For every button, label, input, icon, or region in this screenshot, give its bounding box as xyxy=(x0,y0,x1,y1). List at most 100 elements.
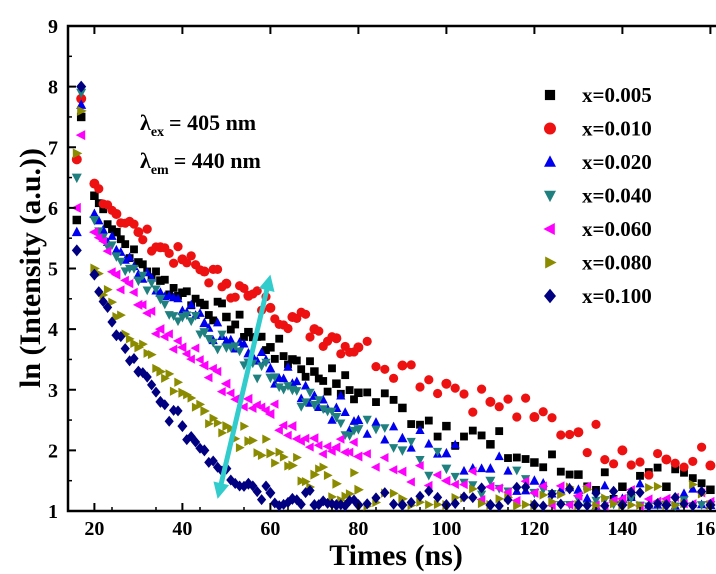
arrow-head-top xyxy=(258,274,275,292)
data-point xyxy=(626,460,636,470)
data-point xyxy=(227,424,236,434)
data-point xyxy=(164,248,174,258)
data-point xyxy=(591,496,601,506)
data-point xyxy=(182,258,192,268)
data-point xyxy=(72,215,82,225)
data-point xyxy=(186,299,196,309)
data-point xyxy=(71,202,81,213)
data-point xyxy=(352,451,363,462)
data-point xyxy=(160,399,170,411)
data-point xyxy=(274,500,284,511)
data-point xyxy=(308,433,319,444)
data-point xyxy=(108,297,118,307)
data-point xyxy=(643,494,653,504)
data-point xyxy=(260,405,270,415)
data-point xyxy=(142,371,152,383)
data-point xyxy=(340,447,349,457)
data-point xyxy=(484,481,495,492)
legend-label: x=0.080 xyxy=(582,251,652,275)
x-tick-label: 100 xyxy=(431,518,461,540)
data-point xyxy=(389,498,399,510)
data-point xyxy=(450,383,460,393)
data-point xyxy=(468,481,478,491)
data-point xyxy=(380,434,390,444)
data-point xyxy=(653,481,663,492)
data-point xyxy=(450,439,460,449)
data-point xyxy=(278,420,288,430)
data-point xyxy=(600,480,610,490)
data-point xyxy=(314,374,323,383)
data-point xyxy=(644,470,654,480)
data-point xyxy=(424,471,434,481)
data-point xyxy=(88,227,99,238)
data-point xyxy=(205,419,214,429)
data-point xyxy=(283,361,293,371)
data-point xyxy=(547,488,557,500)
data-point xyxy=(323,470,333,480)
data-point xyxy=(349,494,359,506)
arrow-head-bottom xyxy=(213,481,230,499)
data-point xyxy=(591,487,601,499)
data-point xyxy=(362,429,372,438)
data-point xyxy=(547,413,557,423)
data-point xyxy=(689,479,698,490)
data-point xyxy=(186,354,195,364)
data-point xyxy=(249,435,258,446)
data-point xyxy=(98,295,108,307)
data-point xyxy=(107,231,117,240)
data-point xyxy=(635,457,645,467)
data-point xyxy=(313,440,323,450)
data-point xyxy=(301,487,311,499)
data-point xyxy=(94,215,104,225)
data-point xyxy=(460,432,468,441)
legend-label: x=0.040 xyxy=(582,184,652,208)
data-point xyxy=(485,396,496,407)
data-point xyxy=(441,378,452,389)
data-point xyxy=(292,356,301,365)
data-point xyxy=(262,434,272,444)
data-point xyxy=(257,347,267,357)
data-point xyxy=(600,455,610,465)
data-point xyxy=(305,485,315,497)
data-point xyxy=(494,451,504,461)
data-point xyxy=(414,460,424,471)
data-point xyxy=(512,412,522,422)
data-point xyxy=(555,481,565,491)
data-point xyxy=(539,490,549,500)
data-point xyxy=(415,382,425,392)
data-point xyxy=(217,330,227,340)
data-point xyxy=(349,426,359,436)
data-point xyxy=(424,485,434,497)
data-point xyxy=(253,448,263,458)
data-point xyxy=(230,342,240,352)
data-point xyxy=(204,278,214,288)
data-point xyxy=(362,449,371,459)
data-point xyxy=(124,278,134,289)
data-point xyxy=(485,463,496,473)
data-point xyxy=(270,497,280,509)
data-point xyxy=(318,449,327,459)
data-point xyxy=(495,494,505,504)
axis-ticks: 20 40 60 80 100 120 140 160 1 2 3 4 5 6 7 8 9 xyxy=(48,16,716,540)
data-point xyxy=(242,393,253,404)
data-point xyxy=(213,297,222,306)
data-point xyxy=(344,447,354,457)
trend-arrow xyxy=(213,274,275,499)
data-point xyxy=(688,500,698,511)
data-point xyxy=(235,480,245,492)
data-point xyxy=(494,500,504,511)
data-point xyxy=(107,241,117,251)
data-point xyxy=(397,498,408,511)
data-point xyxy=(565,429,575,440)
data-point xyxy=(618,482,627,491)
data-point xyxy=(139,339,148,349)
data-point xyxy=(528,487,539,498)
excitation-annotation: λex = 405 nm xyxy=(140,110,256,140)
legend-marker xyxy=(544,122,556,135)
data-point xyxy=(332,379,341,388)
data-point xyxy=(269,399,279,409)
x-tick-label: 40 xyxy=(172,518,192,540)
data-point xyxy=(107,205,117,215)
data-point xyxy=(116,257,126,267)
data-point xyxy=(529,412,540,423)
